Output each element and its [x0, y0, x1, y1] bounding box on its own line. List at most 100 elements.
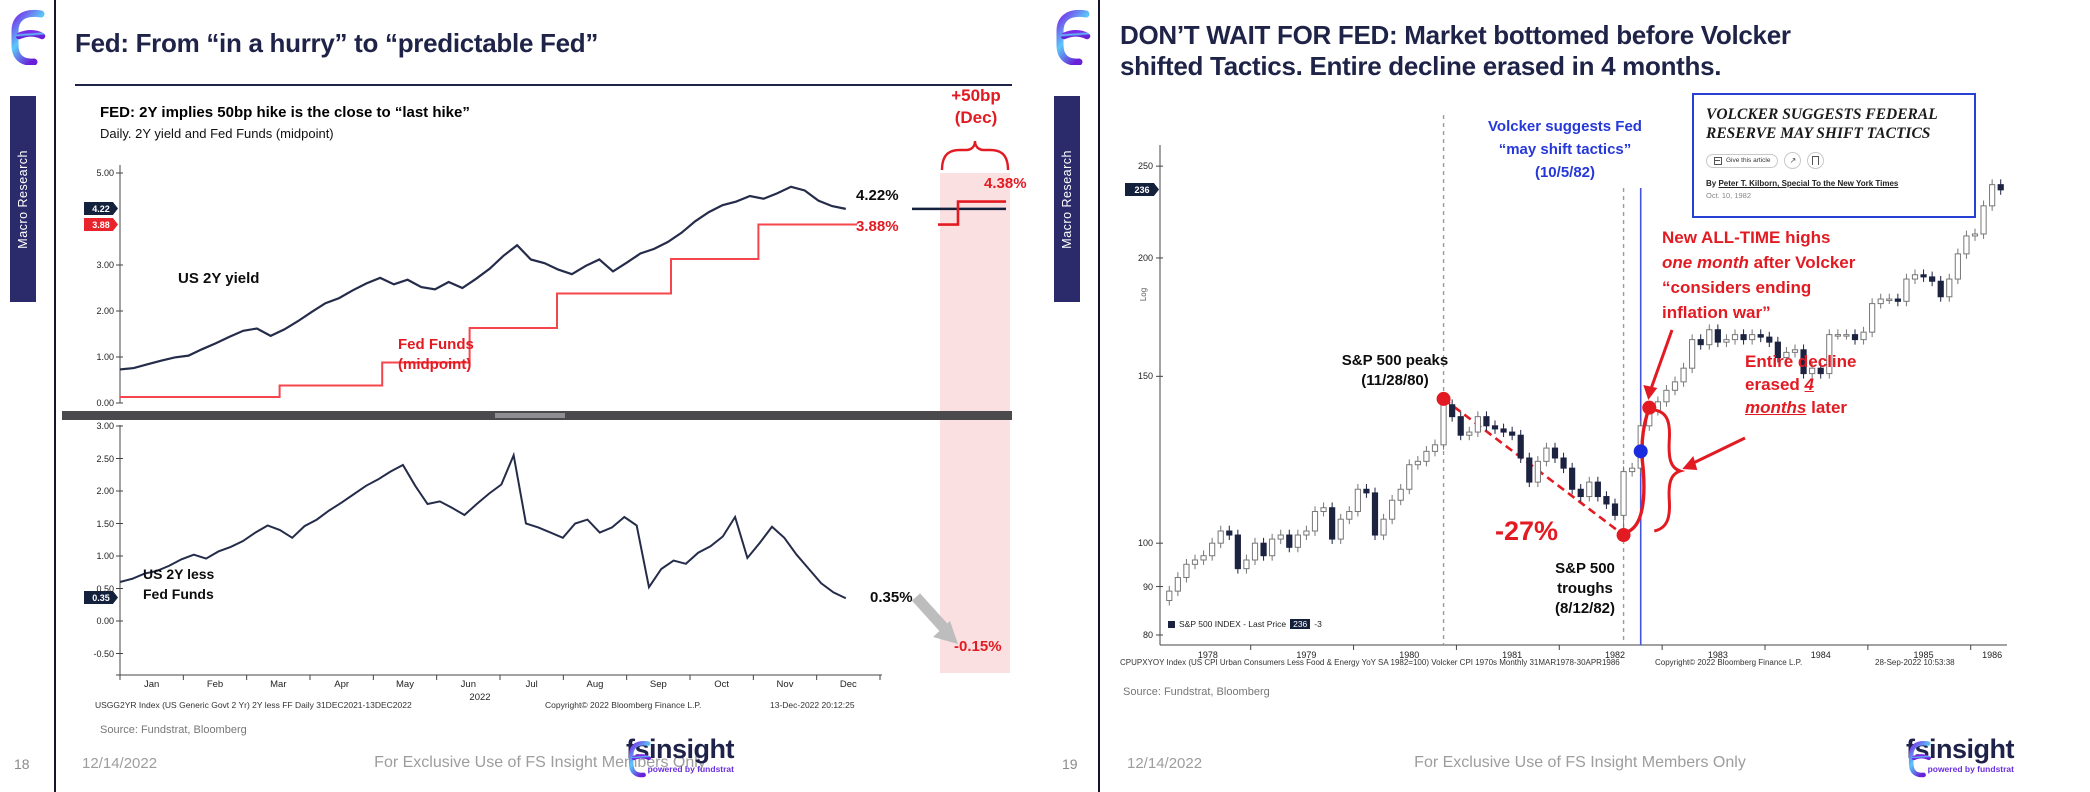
spread-last: 0.35%: [870, 589, 913, 606]
sp500-chart-canvas: [1156, 115, 2007, 650]
chart-heading: FED: 2Y implies 50bp hike is the close t…: [100, 104, 470, 121]
clipping-headline: VOLCKER SUGGESTS FEDERAL RESERVE MAY SHI…: [1706, 106, 1938, 142]
price-badge-2y: 4.22: [84, 202, 118, 215]
bloomberg-timestamp: 13-Dec-2022 20:12:25: [770, 700, 855, 710]
month-label: Jan: [143, 679, 160, 690]
slide-divider-line: [54, 0, 56, 792]
y-tick-label: -0.50: [93, 648, 114, 659]
brand-tagline: powered by fundstrat: [1927, 764, 2014, 774]
source-note: Source: Fundstrat, Bloomberg: [1123, 686, 1270, 698]
bloomberg-timestamp: 28-Sep-2022 10:53:38: [1875, 658, 1955, 667]
page-number: 19: [1062, 756, 1078, 772]
y-tick-label: 1.00: [96, 551, 114, 561]
month-label: Jun: [460, 679, 476, 690]
y-tick-label: 90: [1142, 581, 1153, 592]
source-note: Source: Fundstrat, Bloomberg: [100, 724, 247, 736]
slide-divider-line: [1098, 0, 1100, 792]
bloomberg-meta: CPUPXYOY Index (US CPI Urban Consumers L…: [1120, 658, 1620, 667]
clipping-date: Oct. 10, 1982: [1706, 191, 1752, 200]
sidebar-macro-research: Macro Research: [1054, 96, 1080, 302]
level-422: 4.22%: [856, 187, 899, 204]
log-scale-label: Log: [1139, 287, 1149, 302]
erased-note-1: Entire decline: [1745, 352, 1857, 371]
y-tick-label: 100: [1137, 538, 1153, 549]
year-label: 2022: [469, 692, 491, 703]
fundstrat-logo-icon: [11, 9, 46, 65]
month-label: Oct: [714, 679, 730, 690]
slide-dont-wait-for-fed: Macro Research DON’T WAIT FOR FED: Marke…: [1045, 0, 2090, 792]
year-tick-label: 1979: [1296, 650, 1317, 660]
legend-swatch-icon: [1168, 620, 1175, 628]
page-title: Fed: From “in a hurry” to “predictable F…: [75, 28, 599, 58]
page-title: DON’T WAIT FOR FED: Market bottomed befo…: [1120, 20, 1791, 81]
title-rule: [75, 84, 1012, 86]
month-label: Dec: [839, 679, 857, 690]
fsinsight-mark-icon: [1908, 740, 1931, 778]
footer-disclaimer: For Exclusive Use of FS Insight Members …: [374, 754, 706, 771]
fsinsight-mark-icon: [628, 740, 651, 778]
label-spread-2: Fed Funds: [143, 586, 214, 602]
y-tick-label: 5.00: [96, 168, 114, 178]
fed-chart-canvas: [62, 140, 1012, 680]
y-tick-label: 80: [1142, 630, 1153, 640]
y-tick-label: 3.00: [96, 421, 114, 431]
decline-pct: -27%: [1495, 516, 1559, 546]
sidebar-macro-research: Macro Research: [10, 96, 36, 302]
footer-disclaimer: For Exclusive Use of FS Insight Members …: [1414, 754, 1746, 771]
year-tick-label: 1982: [1604, 650, 1626, 660]
y-tick-label: 2.00: [96, 486, 114, 496]
month-label: May: [396, 679, 414, 690]
erased-note-3: months later: [1745, 398, 1848, 417]
chart-subheading: Daily. 2Y yield and Fed Funds (midpoint): [100, 126, 334, 141]
y-tick-label: 0.00: [96, 616, 114, 626]
fsinsight-logo: fsinsight powered by fundstrat: [626, 736, 735, 778]
trough-label-2: troughs: [1557, 580, 1613, 597]
peak-label-2: (11/28/80): [1361, 372, 1429, 389]
new-high-note-2: one month after Volcker: [1662, 253, 1856, 272]
gift-icon: [1714, 156, 1722, 165]
legend-change: -3: [1314, 619, 1322, 629]
new-high-note-4: inflation war”: [1662, 303, 1771, 322]
level-438: 4.38%: [984, 175, 1027, 192]
label-us2y: US 2Y yield: [178, 270, 260, 287]
hike-annotation-1: +50bp: [951, 86, 1001, 105]
y-tick-label: 2.00: [96, 306, 114, 316]
bookmark-button[interactable]: [1807, 152, 1825, 169]
page-number: 18: [14, 756, 30, 772]
slide-fed-predictable: Macro Research Fed: From “in a hurry” to…: [10, 0, 1027, 792]
year-tick-label: 1983: [1707, 650, 1728, 660]
bloomberg-meta: USGG2YR Index (US Generic Govt 2 Yr) 2Y …: [95, 700, 412, 710]
label-spread-1: US 2Y less: [143, 566, 215, 582]
y-tick-label: 3.00: [96, 260, 114, 270]
month-label: Mar: [270, 679, 287, 690]
erased-note-2: erased 4: [1745, 375, 1815, 394]
y-tick-label: 250: [1137, 161, 1153, 172]
y-tick-label: 0.00: [96, 398, 114, 408]
chart-legend: S&P 500 INDEX - Last Price 236 -3: [1168, 619, 1322, 629]
clipping-byline: By Peter T. Kilborn, Special To the New …: [1706, 179, 1899, 188]
year-tick-label: 1978: [1197, 650, 1218, 660]
month-label: Feb: [206, 679, 224, 690]
month-label: Sep: [649, 679, 667, 690]
y-tick-label: 1.50: [96, 518, 114, 529]
level-388: 3.88%: [856, 218, 899, 235]
month-label: Aug: [586, 679, 604, 690]
volcker-note-1: Volcker suggests Fed: [1488, 118, 1642, 135]
share-button[interactable]: ↗: [1784, 152, 1802, 169]
give-article-label: Give this article: [1726, 157, 1771, 164]
year-tick-label: 1984: [1810, 650, 1831, 660]
y-tick-label: 150: [1137, 371, 1153, 382]
peak-label-1: S&P 500 peaks: [1341, 352, 1449, 369]
year-tick-label: 1980: [1399, 650, 1420, 660]
y-tick-label: 1.00: [96, 352, 114, 362]
new-high-note-1: New ALL-TIME highs: [1662, 228, 1831, 247]
hike-annotation-2: (Dec): [954, 108, 998, 127]
year-tick-label: 1985: [1913, 650, 1934, 660]
give-article-button[interactable]: Give this article: [1706, 153, 1779, 168]
legend-label: S&P 500 INDEX - Last Price: [1179, 619, 1287, 629]
month-label: Nov: [776, 679, 794, 690]
spread-projected: -0.15%: [954, 638, 1002, 655]
bookmark-icon: [1812, 156, 1820, 165]
price-badge-spread: 0.35: [84, 591, 118, 604]
fundstrat-logo-icon: [1056, 9, 1091, 65]
